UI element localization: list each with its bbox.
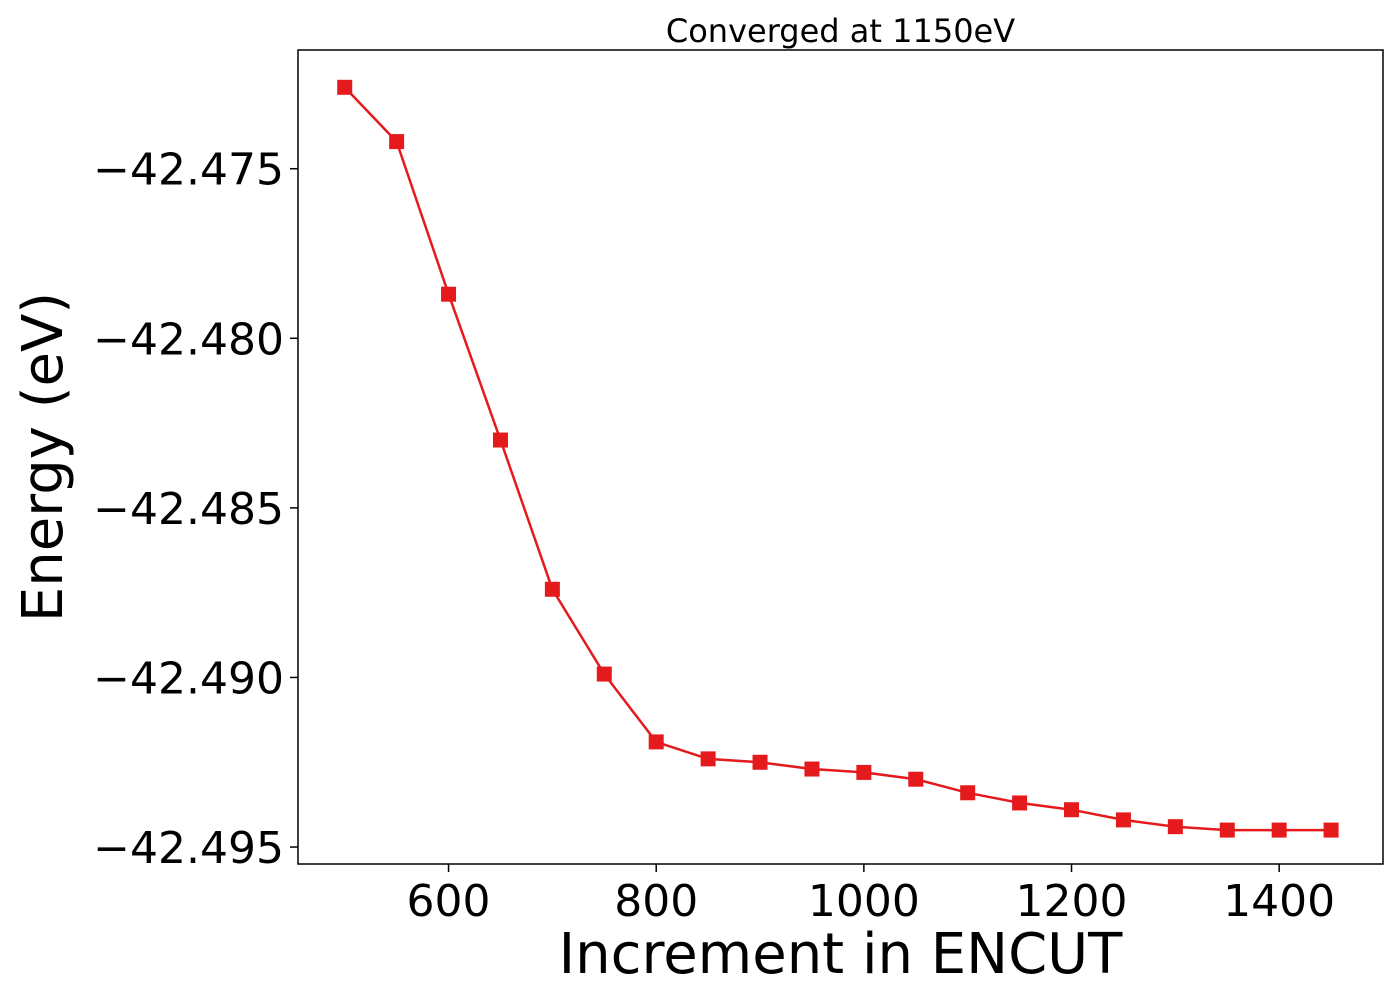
data-point bbox=[596, 666, 612, 682]
data-point bbox=[700, 751, 716, 767]
data-point bbox=[752, 754, 768, 770]
data-point bbox=[544, 581, 560, 597]
data-point bbox=[441, 286, 457, 302]
x-axis-title: Increment in ENCUT bbox=[559, 922, 1124, 987]
data-point bbox=[337, 79, 353, 95]
axes-frame bbox=[297, 49, 1384, 865]
y-tick-label: −42.475 bbox=[93, 145, 284, 196]
y-tick-label: −42.490 bbox=[93, 653, 284, 704]
x-tick-label: 1400 bbox=[1223, 876, 1335, 927]
x-tick-label: 1200 bbox=[1016, 876, 1128, 927]
chart-title: Converged at 1150eV bbox=[666, 12, 1015, 50]
data-point bbox=[1012, 795, 1028, 811]
data-point bbox=[648, 734, 664, 750]
series-line bbox=[343, 86, 1332, 832]
data-point bbox=[908, 771, 924, 787]
data-point bbox=[492, 432, 508, 448]
x-tick-label: 800 bbox=[614, 876, 698, 927]
data-point bbox=[856, 764, 872, 780]
y-tick-label: −42.495 bbox=[93, 823, 284, 874]
x-tick-label: 1000 bbox=[808, 876, 920, 927]
data-point bbox=[389, 134, 405, 150]
data-point bbox=[1115, 812, 1131, 828]
data-point bbox=[1167, 819, 1183, 835]
data-point bbox=[804, 761, 820, 777]
y-axis-title: Energy (eV) bbox=[11, 292, 76, 622]
data-point bbox=[960, 785, 976, 801]
x-tick-label: 600 bbox=[407, 876, 491, 927]
data-point bbox=[1323, 822, 1339, 838]
y-tick-label: −42.480 bbox=[93, 314, 284, 365]
y-tick-label: −42.485 bbox=[93, 484, 284, 535]
data-point bbox=[1064, 802, 1080, 818]
data-point bbox=[1271, 822, 1287, 838]
plot-area: 600 800 1000 1200 1400 −42.475 −42.480 −42.485 −… bbox=[93, 49, 1384, 927]
data-point bbox=[1219, 822, 1235, 838]
